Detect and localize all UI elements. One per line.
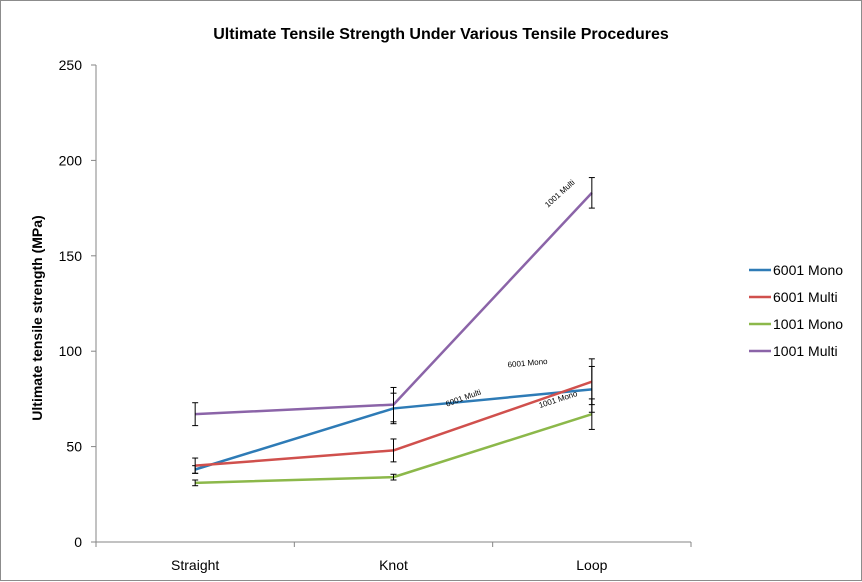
- legend-item: 1001 Multi: [749, 343, 838, 359]
- annotation-label: 6001 Mono: [507, 357, 548, 370]
- x-tick-label: Knot: [379, 557, 408, 573]
- chart-title: Ultimate Tensile Strength Under Various …: [213, 26, 669, 43]
- legend-item: 6001 Multi: [749, 289, 838, 305]
- legend-label: 6001 Mono: [773, 262, 843, 278]
- series-6001-multi: [192, 358, 595, 474]
- legend-label: 1001 Multi: [773, 343, 838, 359]
- x-tick-label: Straight: [171, 557, 219, 573]
- axes: 0 50 100 150 200 250 Straight Knot Loop: [59, 57, 692, 573]
- series-layer: [192, 177, 595, 487]
- y-tick-label: 150: [59, 248, 83, 264]
- series-line: [195, 191, 593, 416]
- legend: 6001 Mono 6001 Multi 1001 Mono 1001 Multi: [749, 262, 843, 359]
- legend-label: 6001 Multi: [773, 289, 838, 305]
- legend-item: 6001 Mono: [749, 262, 843, 278]
- y-tick-label: 200: [59, 152, 83, 168]
- x-tick-label: Loop: [576, 557, 607, 573]
- y-tick-label: 100: [59, 343, 83, 359]
- y-tick-label: 50: [66, 439, 82, 455]
- series-1001-mono: [192, 398, 595, 487]
- annotation-label: 6001 Multi: [444, 387, 482, 408]
- y-tick-label: 0: [74, 534, 82, 550]
- series-1001-multi: [192, 177, 595, 427]
- y-tick-label: 250: [59, 57, 83, 73]
- legend-label: 1001 Mono: [773, 316, 843, 332]
- y-axis-label: Ultimate tensile strength (MPa): [29, 215, 45, 420]
- legend-item: 1001 Mono: [749, 316, 843, 332]
- annotation-label: 1001 Multi: [543, 178, 577, 210]
